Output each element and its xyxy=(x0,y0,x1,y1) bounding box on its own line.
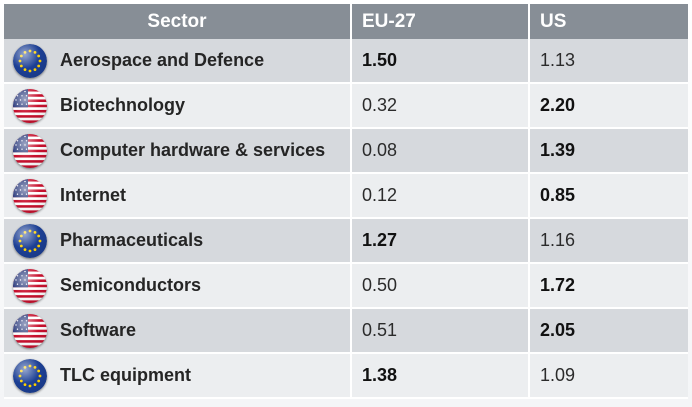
sector-cell-content: TLC equipment xyxy=(4,354,350,397)
eu27-value: 0.12 xyxy=(352,174,530,219)
sector-cell-content: Internet xyxy=(4,174,350,217)
us-value: 1.16 xyxy=(530,219,688,264)
table-row: Pharmaceuticals 1.27 1.16 xyxy=(4,219,688,264)
eu-flag-icon xyxy=(13,43,47,78)
table-body: Aerospace and Defence 1.50 1.13 Biotechnolo… xyxy=(4,39,688,399)
sector-cell: Aerospace and Defence xyxy=(4,39,352,84)
table-row: Computer hardware & services 0.08 1.39 xyxy=(4,129,688,174)
us-flag-icon xyxy=(13,133,47,168)
us-value: 2.20 xyxy=(530,84,688,129)
eu27-value: 0.51 xyxy=(352,309,530,354)
table-row: TLC equipment 1.38 1.09 xyxy=(4,354,688,399)
eu27-value: 1.38 xyxy=(352,354,530,399)
us-value: 1.13 xyxy=(530,39,688,84)
eu-flag-icon xyxy=(13,223,47,258)
sector-name: Aerospace and Defence xyxy=(60,50,265,70)
us-flag-icon xyxy=(13,88,47,123)
eu-flag-icon xyxy=(13,358,47,393)
eu27-value: 0.50 xyxy=(352,264,530,309)
table-row: Semiconductors 0.50 1.72 xyxy=(4,264,688,309)
eu27-value: 1.27 xyxy=(352,219,530,264)
sector-cell: Internet xyxy=(4,174,352,219)
us-flag-icon xyxy=(13,313,47,348)
sector-name: Pharmaceuticals xyxy=(60,230,204,250)
table-row: Internet 0.12 0.85 xyxy=(4,174,688,219)
table-row: Software 0.51 2.05 xyxy=(4,309,688,354)
sector-table: Sector EU-27 US Aerospace and Defence 1.5… xyxy=(4,4,688,399)
eu27-value: 0.08 xyxy=(352,129,530,174)
table-row: Biotechnology 0.32 2.20 xyxy=(4,84,688,129)
us-flag-icon xyxy=(13,178,47,213)
sector-cell: Computer hardware & services xyxy=(4,129,352,174)
sector-cell: TLC equipment xyxy=(4,354,352,399)
sector-cell-content: Computer hardware & services xyxy=(4,129,350,172)
sector-cell: Pharmaceuticals xyxy=(4,219,352,264)
header-sector: Sector xyxy=(4,4,352,39)
sector-cell-content: Software xyxy=(4,309,350,352)
sector-cell: Software xyxy=(4,309,352,354)
header-us: US xyxy=(530,4,688,39)
sector-name: Software xyxy=(60,320,137,340)
sector-cell-content: Biotechnology xyxy=(4,84,350,127)
table-header-row: Sector EU-27 US xyxy=(4,4,688,39)
us-value: 0.85 xyxy=(530,174,688,219)
table-row: Aerospace and Defence 1.50 1.13 xyxy=(4,39,688,84)
sector-name: Internet xyxy=(60,185,127,205)
sector-name: Biotechnology xyxy=(60,95,185,115)
us-value: 1.09 xyxy=(530,354,688,399)
us-value: 2.05 xyxy=(530,309,688,354)
sector-cell-content: Aerospace and Defence xyxy=(4,39,350,82)
header-eu27: EU-27 xyxy=(352,4,530,39)
us-flag-icon xyxy=(13,268,47,303)
eu27-value: 0.32 xyxy=(352,84,530,129)
us-value: 1.39 xyxy=(530,129,688,174)
sector-cell: Biotechnology xyxy=(4,84,352,129)
eu27-value: 1.50 xyxy=(352,39,530,84)
sector-name: Computer hardware & services xyxy=(60,140,326,160)
sector-cell-content: Pharmaceuticals xyxy=(4,219,350,262)
sector-name: TLC equipment xyxy=(60,365,191,385)
us-value: 1.72 xyxy=(530,264,688,309)
sector-name: Semiconductors xyxy=(60,275,202,295)
sector-cell-content: Semiconductors xyxy=(4,264,350,307)
sector-cell: Semiconductors xyxy=(4,264,352,309)
